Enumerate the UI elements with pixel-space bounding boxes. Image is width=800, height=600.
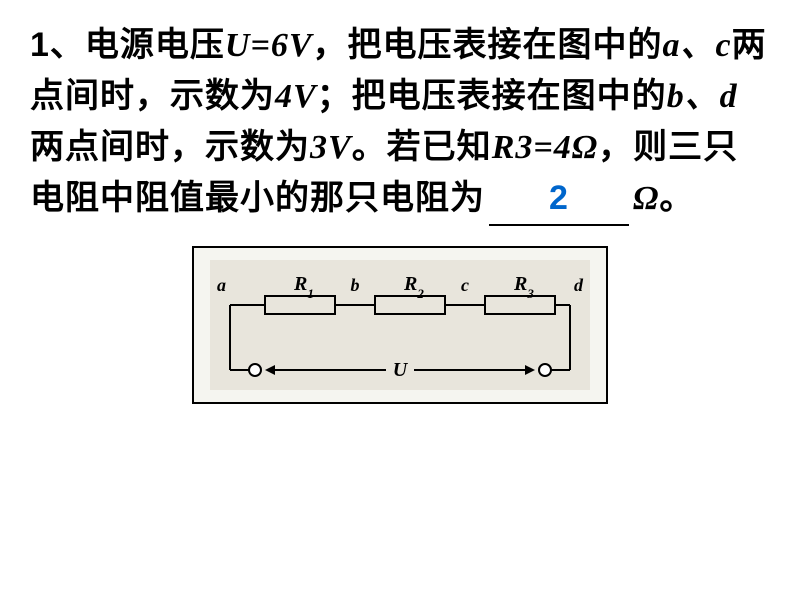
- bd-points: b、d: [667, 78, 738, 115]
- text-seg-1a: 电源电压: [85, 26, 225, 64]
- problem-number: 1、: [30, 26, 85, 64]
- circuit-diagram: R1R2R3abcdU: [210, 260, 590, 390]
- u-value: U=6V: [225, 27, 313, 64]
- text-seg-4b: 。: [659, 179, 694, 217]
- svg-text:U: U: [393, 359, 409, 381]
- circuit-box: R1R2R3abcdU: [192, 246, 608, 404]
- text-seg-1b: ，把电压表接在图中的: [313, 26, 663, 64]
- circuit-container: R1R2R3abcdU: [30, 246, 770, 404]
- text-seg-2b: ；把电压表接在图中的: [317, 77, 667, 115]
- svg-text:b: b: [351, 275, 360, 295]
- svg-text:a: a: [217, 275, 226, 295]
- problem-text: 1、电源电压U=6V，把电压表接在图中的a、c 两点间时，示数为 4V；把电压表接在…: [30, 20, 770, 226]
- text-seg-3a: 两点间时，示数为: [30, 128, 310, 166]
- answer-blank: 2: [489, 173, 629, 226]
- svg-text:d: d: [574, 275, 584, 295]
- ac-points: a、c: [663, 27, 732, 64]
- voltage-1: 4V: [275, 78, 317, 115]
- svg-text:c: c: [461, 275, 469, 295]
- r3-value: R3=4Ω: [492, 129, 598, 166]
- unit-omega: Ω: [633, 180, 659, 217]
- voltage-2: 3V: [310, 129, 352, 166]
- text-seg-3b: 。若已知: [352, 128, 492, 166]
